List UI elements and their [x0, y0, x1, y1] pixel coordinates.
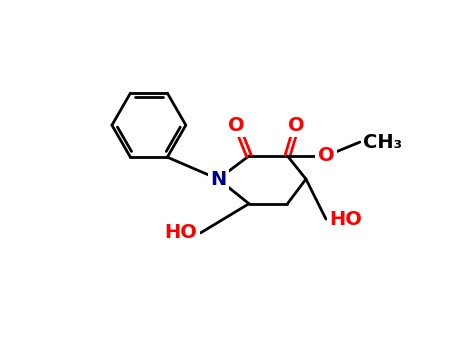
Text: O: O [288, 116, 305, 135]
Text: CH₃: CH₃ [363, 133, 402, 152]
Text: HO: HO [165, 223, 197, 243]
Text: HO: HO [329, 210, 362, 229]
Text: N: N [210, 169, 226, 189]
Text: O: O [318, 146, 334, 166]
Text: O: O [228, 116, 245, 135]
